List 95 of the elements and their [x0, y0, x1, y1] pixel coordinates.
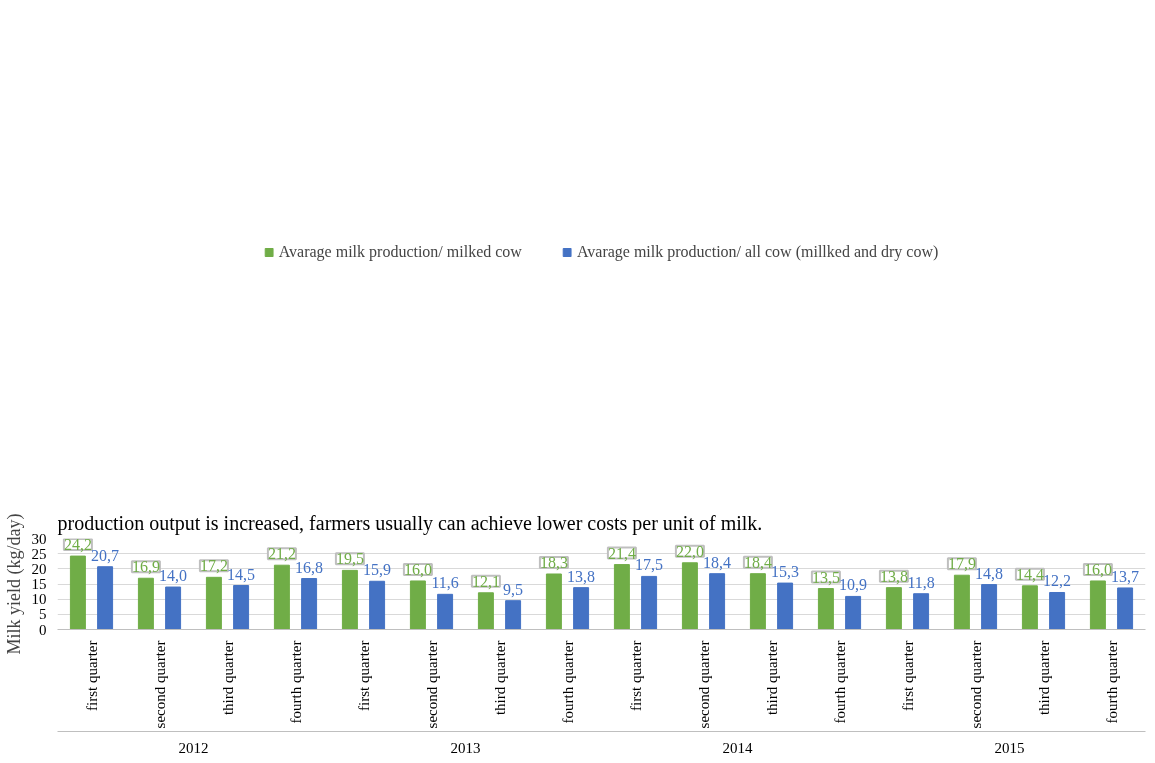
data-label: 13,5	[811, 568, 840, 586]
bar	[981, 584, 998, 630]
legend-label: Avarage milk production/ all cow (millked and dry cow)	[576, 243, 939, 261]
data-label: 9,5	[503, 580, 524, 598]
text: 2012	[178, 739, 209, 756]
bar	[709, 573, 726, 630]
data-label: 15,9	[363, 561, 392, 579]
data-label: 13,8	[567, 567, 596, 585]
data-label: 11,6	[431, 574, 459, 592]
bar	[681, 562, 698, 630]
x-tick-label: first quarter	[83, 640, 100, 711]
bar	[1049, 591, 1066, 630]
bar	[845, 595, 862, 630]
bar	[1021, 585, 1038, 630]
bar	[233, 585, 250, 630]
data-label: 11,8	[907, 573, 935, 591]
bar	[437, 593, 454, 630]
text: 2014	[722, 739, 753, 756]
data-label: 14,4	[1015, 565, 1044, 583]
y-tick-label: 5	[39, 606, 47, 623]
y-tick-label: 0	[39, 621, 47, 638]
data-label: 15,3	[771, 563, 800, 581]
bar	[913, 593, 930, 630]
legend-label: Avarage milk production/ milked cow	[278, 243, 522, 261]
x-tick-label: second quarter	[967, 640, 984, 729]
bar	[477, 592, 494, 630]
data-label: 17,5	[635, 556, 664, 574]
bar	[613, 564, 630, 630]
data-label: 22,0	[675, 542, 704, 560]
data-label: 17,2	[199, 557, 228, 575]
data-label: 14,8	[975, 564, 1004, 582]
x-tick-label: third quarter	[1035, 640, 1052, 716]
bar	[641, 575, 658, 630]
bar	[885, 587, 902, 630]
y-tick-label: 20	[31, 560, 47, 577]
data-label: 13,7	[1111, 567, 1140, 585]
x-tick-label: first quarter	[627, 640, 644, 711]
bar	[137, 577, 154, 630]
text: 2013	[450, 739, 481, 756]
data-label: 18,3	[539, 553, 568, 571]
y-tick-label: 30	[31, 530, 47, 547]
data-label: 18,4	[743, 553, 772, 571]
data-label: 16,8	[295, 558, 324, 576]
data-label: 12,1	[471, 572, 500, 590]
x-tick-label: second quarter	[151, 640, 168, 729]
bar	[165, 586, 182, 630]
data-label: 21,4	[607, 544, 636, 562]
data-label: 21,2	[267, 545, 296, 563]
x-tick-label: fourth quarter	[287, 640, 304, 724]
x-tick-label: fourth quarter	[559, 640, 576, 724]
bar	[573, 587, 590, 630]
x-tick-label: third quarter	[219, 640, 236, 716]
bar	[777, 582, 794, 630]
x-tick-label: third quarter	[491, 640, 508, 716]
x-tick-label: third quarter	[763, 640, 780, 716]
data-label: 14,5	[227, 565, 256, 583]
bar	[69, 555, 86, 630]
data-label: 16,0	[1083, 560, 1112, 578]
y-tick-label: 15	[31, 576, 47, 592]
y-tick-label: 10	[31, 591, 47, 608]
bar	[1089, 580, 1106, 630]
data-label: 13,8	[879, 567, 908, 585]
data-label: 16,9	[131, 558, 160, 576]
data-label: 10,9	[839, 576, 868, 594]
bar	[409, 580, 426, 630]
x-tick-label: first quarter	[355, 640, 372, 711]
bar	[341, 569, 358, 630]
data-label: 14,0	[159, 567, 188, 585]
x-tick-label: first quarter	[899, 640, 916, 711]
bar	[1117, 587, 1134, 630]
bar	[301, 578, 318, 630]
data-label: 18,4	[703, 553, 732, 571]
y-axis-title: Milk yield (kg/day)	[3, 513, 25, 655]
data-label: 12,2	[1043, 572, 1072, 590]
bar	[369, 580, 386, 630]
bar	[97, 566, 114, 630]
bar	[817, 588, 834, 630]
x-tick-label: second quarter	[423, 640, 440, 729]
data-label: 19,5	[335, 550, 364, 568]
data-label: 20,7	[91, 546, 120, 564]
text: 2015	[994, 739, 1025, 756]
bar	[953, 574, 970, 630]
data-label: 16,0	[403, 560, 432, 578]
bar	[273, 564, 290, 630]
bar	[749, 573, 766, 630]
bar	[205, 576, 222, 630]
x-tick-label: second quarter	[695, 640, 712, 729]
x-tick-label: fourth quarter	[831, 640, 848, 724]
bar	[545, 573, 562, 630]
x-tick-label: fourth quarter	[1103, 640, 1120, 724]
y-tick-label: 25	[31, 545, 47, 562]
data-label: 24,2	[63, 536, 92, 554]
chart-title: production output is increased, farmers usually can achieve lower costs per unit of milk.	[57, 511, 763, 535]
data-label: 17,9	[947, 555, 976, 573]
bar	[505, 600, 522, 630]
